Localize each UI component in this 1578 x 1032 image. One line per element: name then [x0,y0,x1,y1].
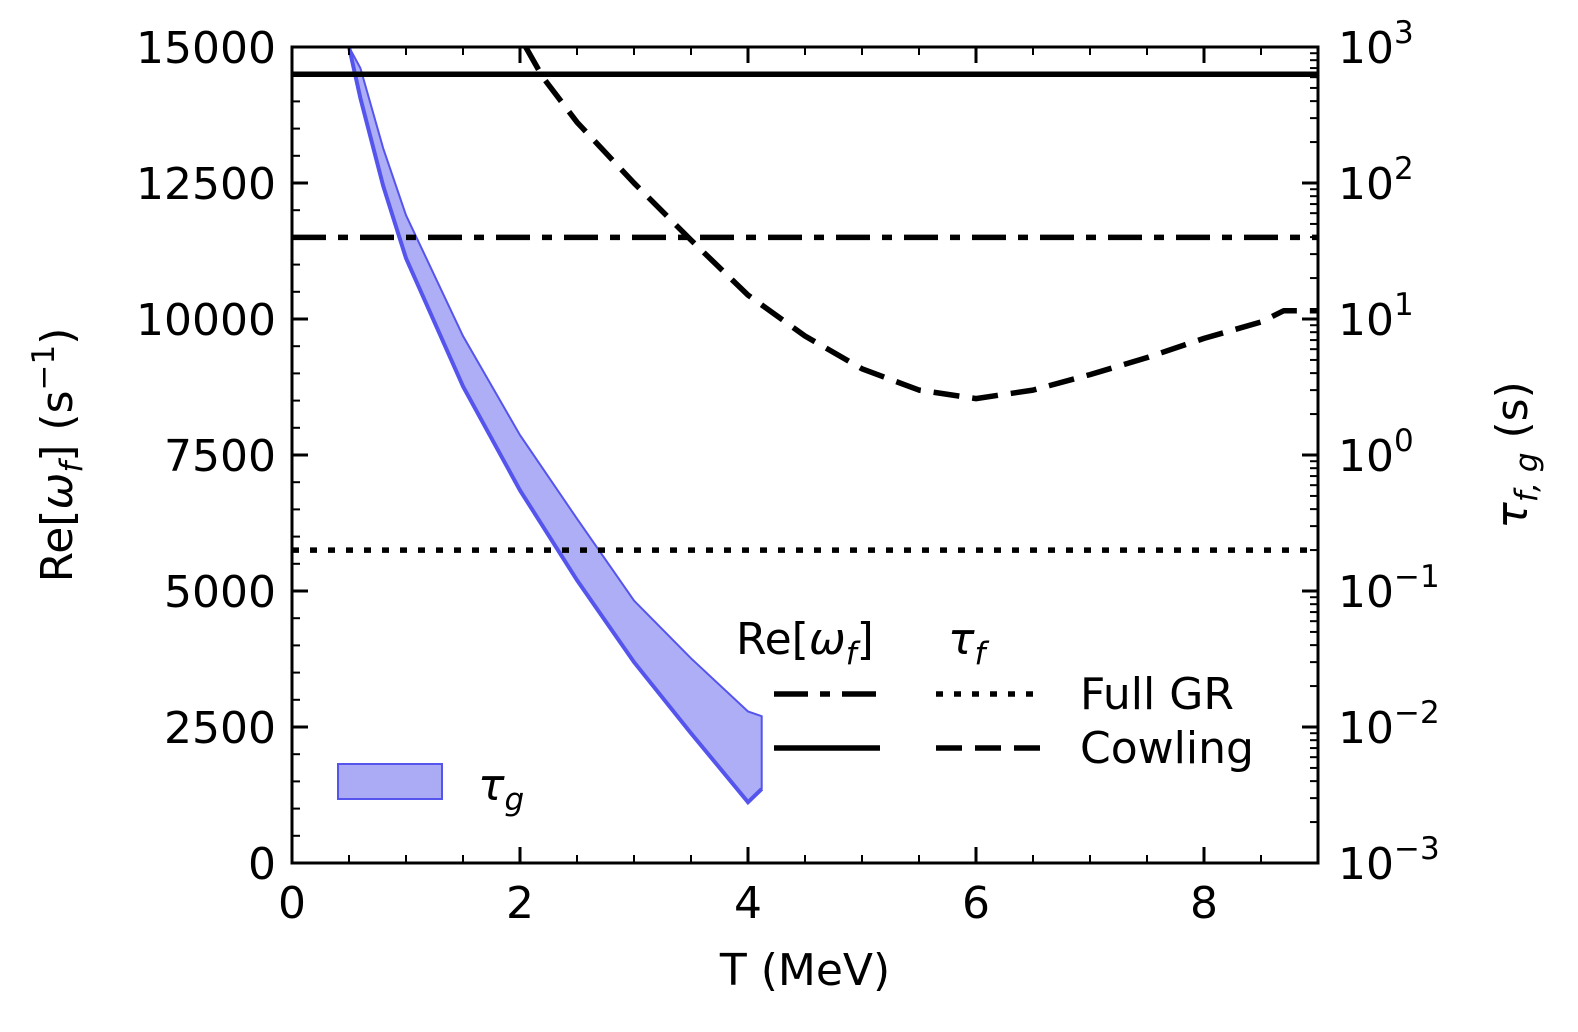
legend-tau: τ [478,760,505,811]
legend-part: Re[ [736,614,809,665]
legend-row-label: Cowling [1080,723,1254,774]
label-part: ] (s [32,391,83,462]
y-right-tick-label: 10−1 [1338,559,1440,618]
y-right-tick-label: 103 [1338,15,1414,74]
tick-base: 10 [1338,839,1394,890]
x-tick-label: 2 [506,878,534,929]
y-left-tick-label: 10000 [136,295,276,346]
legend-header-tau: τf [948,614,990,672]
legend-tau: τ [948,614,975,665]
tick-exponent: −3 [1394,831,1440,867]
y-right-tick-label: 10−3 [1338,831,1440,890]
plot-area [292,47,1318,806]
label-sub: f, g [1509,452,1545,502]
y-left-axis-label: Re[ωf] (s−1) [26,328,90,583]
y-left-tick-label: 5000 [164,567,276,618]
label-part: Re[ [32,510,83,583]
tick-base: 10 [1338,23,1394,74]
label-omega: ω [32,473,83,510]
label-part: ) [32,328,83,345]
y-left-tick-label: 12500 [136,159,276,210]
label-part: (s) [1487,381,1538,452]
tick-exponent: −1 [1394,559,1440,595]
legend-omega: ω [809,614,846,665]
x-tick-label: 6 [962,878,990,929]
tick-base: 10 [1338,295,1394,346]
tick-base: 10 [1338,703,1394,754]
tick-exponent: 1 [1394,287,1414,323]
legend-band-label: τg [478,760,524,818]
legend-band-swatch [337,763,443,800]
band-tau-g [348,47,763,804]
tick-base: 10 [1338,159,1394,210]
band-tau-g-lower-edge [347,47,764,806]
legend-part: ] [857,614,874,665]
legend-row-label: Full GR [1080,669,1234,720]
y-right-tick-label: 10−2 [1338,695,1440,754]
y-left-tick-label: 15000 [136,23,276,74]
legend-header-omega: Re[ωf] [736,614,874,672]
y-left-tick-label: 7500 [164,431,276,482]
y-left-tick-label: 2500 [164,703,276,754]
tick-labels: 0 2 4 6 8025005000750010000125001500010−310−… [26,15,1545,996]
label-sup: −1 [26,345,62,391]
tick-exponent: −2 [1394,695,1440,731]
tick-exponent: 3 [1394,15,1414,51]
x-tick-label: 4 [734,878,762,929]
tick-exponent: 0 [1394,423,1414,459]
y-left-tick-label: 0 [248,839,276,890]
x-tick-label: 0 [278,878,306,929]
series-line-3 [523,47,1318,402]
plot-frame [290,45,1320,865]
y-right-axis-label: τf, g (s) [1487,381,1545,529]
tick-exponent: 2 [1394,151,1414,187]
x-axis-label: T (MeV) [719,945,890,996]
x-tick-label: 8 [1190,878,1218,929]
legend-sub: g [505,782,525,818]
y-right-tick-label: 100 [1338,423,1414,482]
legend-sub: f [975,636,990,672]
y-right-tick-label: 101 [1338,287,1414,346]
y-right-tick-label: 102 [1338,151,1414,210]
label-tau: τ [1487,502,1538,529]
tick-base: 10 [1338,567,1394,618]
tick-base: 10 [1338,431,1394,482]
